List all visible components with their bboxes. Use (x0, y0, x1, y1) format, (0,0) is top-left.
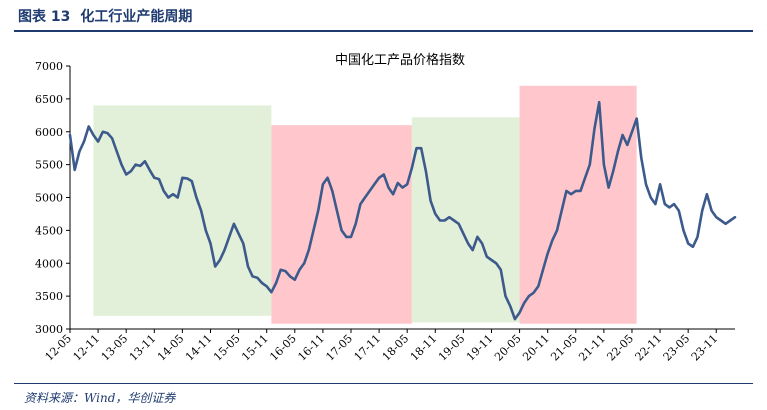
x-tick-label-22-11: 22-11 (633, 332, 665, 364)
x-tick-label-20-11: 20-11 (520, 332, 552, 364)
shaded-period-1-down (93, 105, 272, 316)
y-tick-label-4500: 4500 (35, 224, 63, 237)
x-tick-label-14-11: 14-11 (183, 332, 215, 364)
y-tick-label-6000: 6000 (35, 126, 63, 139)
x-tick-label-16-11: 16-11 (295, 332, 327, 364)
y-tick-label-5000: 5000 (35, 192, 63, 205)
x-tick-label-17-05: 17-05 (323, 332, 355, 364)
x-tick-label-19-05: 19-05 (436, 332, 468, 364)
series-line-1 (68, 100, 737, 321)
x-tick-label-23-05: 23-05 (661, 332, 693, 364)
x-tick-label-13-05: 13-05 (99, 332, 131, 364)
x-tick-label-22-05: 22-05 (604, 332, 636, 364)
x-tick-label-13-11: 13-11 (127, 332, 159, 364)
y-tick-label-3000: 3000 (35, 323, 63, 336)
x-tick-label-15-05: 15-05 (211, 332, 243, 364)
y-tick-label-5500: 5500 (35, 159, 63, 172)
x-tick-label-19-11: 19-11 (464, 332, 496, 364)
x-tick-label-17-11: 17-11 (352, 332, 384, 364)
x-tick-label-18-11: 18-11 (408, 332, 440, 364)
y-tick-label-4000: 4000 (35, 257, 63, 270)
series-layer (68, 100, 737, 321)
shaded-period-2-up (271, 125, 412, 324)
x-tick-label-14-05: 14-05 (155, 332, 187, 364)
x-tick-label-15-11: 15-11 (239, 332, 271, 364)
figure-title: 图表 13 化工行业产能周期 (18, 6, 202, 26)
y-tick-label-6500: 6500 (35, 93, 63, 106)
x-tick-label-21-05: 21-05 (548, 332, 580, 364)
source-note: 资料来源：Wind，华创证券 (24, 391, 176, 405)
top-rule (14, 30, 753, 32)
y-tick-label-3500: 3500 (35, 290, 63, 303)
shaded-periods (93, 85, 637, 324)
bottom-rule (14, 383, 753, 384)
figure-caption: 化工行业产能周期 (80, 9, 193, 25)
figure-number: 图表 13 (18, 9, 71, 25)
y-tick-label-7000: 7000 (35, 60, 63, 73)
x-tick-label-18-05: 18-05 (380, 332, 412, 364)
x-tick-label-23-11: 23-11 (689, 332, 721, 364)
chart-title: 中国化工产品价格指数 (335, 52, 465, 68)
x-tick-label-20-05: 20-05 (492, 332, 524, 364)
x-tick-label-12-11: 12-11 (71, 332, 103, 364)
x-tick-label-21-11: 21-11 (576, 332, 608, 364)
shaded-period-3-down (411, 117, 520, 323)
x-tick-label-12-05: 12-05 (43, 332, 75, 364)
x-tick-label-16-05: 16-05 (267, 332, 299, 364)
